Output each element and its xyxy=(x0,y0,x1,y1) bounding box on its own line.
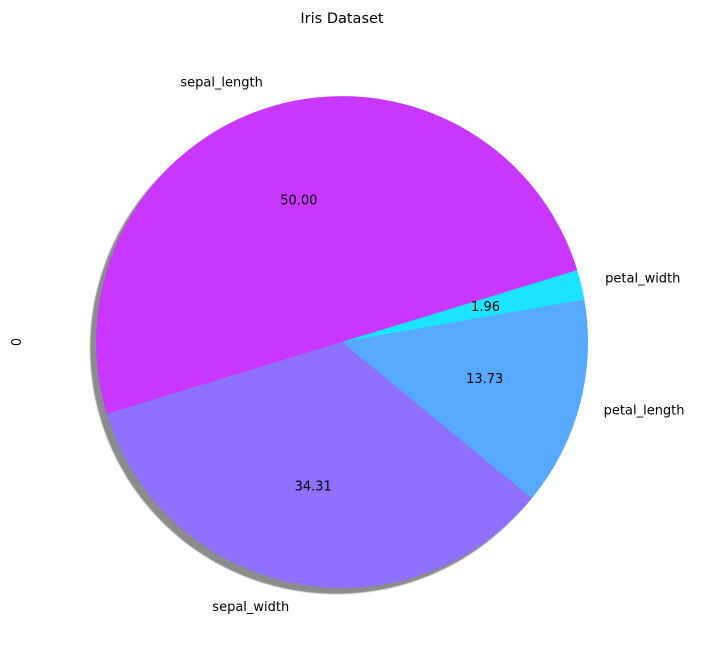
pie-slices xyxy=(96,96,588,588)
pie-slice-sepal-length xyxy=(96,96,578,414)
y-axis-label: 0 xyxy=(10,338,25,346)
chart-title: Iris Dataset xyxy=(300,11,384,27)
pie-value-label-petal-length: 13.73 xyxy=(466,372,503,387)
pie-slice-sepal-width xyxy=(106,342,532,588)
pie-slice-petal-length xyxy=(342,299,588,499)
pie-slice-petal-width xyxy=(342,270,585,342)
pie-label-sepal-width: sepal_width xyxy=(212,600,289,615)
pie-label-sepal-length: sepal_length xyxy=(180,76,263,91)
pie-label-petal-width: petal_width xyxy=(605,271,680,286)
pie-label-petal-length: petal_length xyxy=(604,403,685,418)
pie-value-label-sepal-width: 34.31 xyxy=(295,479,332,494)
pie-labels: sepal_length 50.00 sepal_width 34.31 petal_l… xyxy=(180,76,684,615)
pie-value-label-petal-width: 1.96 xyxy=(471,300,500,315)
pie-value-label-sepal-length: 50.00 xyxy=(280,193,317,208)
